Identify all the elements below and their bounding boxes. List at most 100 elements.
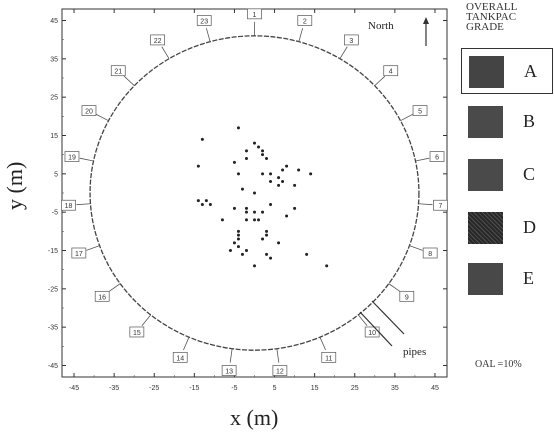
oal-note: OAL =10% — [475, 359, 522, 370]
riser-tick — [183, 336, 190, 351]
riser-label: 20 — [85, 109, 93, 116]
riser-box — [172, 351, 188, 363]
data-point — [232, 160, 236, 164]
riser-label: 15 — [133, 330, 141, 337]
legend-title-line: GRADE — [466, 21, 504, 33]
x-tick-label: -45 — [69, 385, 79, 392]
data-point — [236, 237, 240, 241]
riser-box — [272, 365, 288, 376]
grade-c-swatch — [468, 159, 503, 191]
riser-label: 23 — [200, 18, 208, 25]
legend-item-c: C — [461, 152, 553, 198]
legend-item-a: A — [461, 48, 553, 94]
data-point — [265, 233, 269, 237]
x-tick-label: -25 — [149, 385, 159, 392]
riser-tick — [409, 245, 423, 251]
x-tick-label: 5 — [273, 385, 277, 392]
riser-tick — [161, 46, 170, 59]
riser-box — [399, 290, 415, 302]
riser-box — [110, 65, 126, 77]
legend-label-a: A — [524, 61, 537, 81]
riser-tick — [79, 157, 94, 162]
riser-tick — [86, 245, 100, 251]
riser-tick — [141, 314, 152, 327]
riser-tick — [95, 113, 109, 122]
riser-box — [383, 65, 399, 77]
legend-title-line: OVERALL — [466, 1, 518, 13]
riser-label: 7 — [439, 203, 443, 210]
data-point — [285, 214, 289, 218]
riser-box — [412, 105, 428, 116]
data-point — [240, 187, 244, 191]
x-tick-label: 15 — [311, 385, 319, 392]
legend-title: OVERALL TANKPAC GRADE — [466, 1, 553, 33]
riser-tick — [357, 314, 368, 327]
y-tick-label: 5 — [54, 171, 58, 178]
riser-box — [129, 326, 145, 338]
y-tick-label: 15 — [50, 133, 58, 140]
riser-label: 2 — [303, 18, 307, 25]
data-point — [200, 137, 204, 141]
data-points — [196, 126, 329, 268]
riser-box — [247, 8, 262, 20]
data-point — [236, 245, 240, 249]
legend-title-line: TANKPAC — [466, 11, 517, 23]
data-point — [261, 149, 265, 153]
data-point — [257, 218, 261, 222]
pipe-line — [371, 300, 405, 335]
riser-tick — [229, 348, 233, 363]
riser-box — [150, 34, 165, 46]
riser-box — [429, 151, 445, 162]
data-point — [253, 141, 256, 145]
riser-tick — [108, 283, 121, 293]
data-point — [309, 172, 313, 176]
riser-label: 16 — [98, 294, 106, 301]
data-point — [220, 218, 224, 222]
data-point — [261, 210, 265, 214]
riser-box — [81, 105, 97, 116]
data-point — [208, 203, 212, 206]
y-tick-label: 25 — [50, 95, 58, 102]
riser-tick — [205, 28, 211, 42]
data-point — [228, 249, 232, 252]
data-point — [244, 149, 248, 153]
riser-box — [61, 199, 76, 211]
x-tick-label: 25 — [351, 385, 359, 392]
pipe-line — [359, 311, 393, 347]
riser-box — [433, 199, 448, 211]
riser-tick — [415, 157, 430, 162]
riser-box — [221, 365, 237, 376]
riser-label: 9 — [405, 294, 409, 301]
riser-label: 12 — [276, 368, 284, 375]
grade-a-swatch — [469, 56, 504, 88]
riser-tick — [298, 28, 304, 42]
data-point — [236, 229, 240, 233]
riser-box — [94, 290, 110, 302]
data-point — [325, 264, 329, 268]
pipes-label: pipes — [403, 346, 427, 358]
legend-label-d: D — [523, 217, 536, 237]
legend-item-b: B — [461, 99, 553, 145]
riser-label: 10 — [368, 330, 376, 337]
data-point — [265, 157, 269, 160]
data-point — [277, 176, 281, 180]
y-tick-label: -15 — [48, 248, 58, 255]
legend-label-c: C — [523, 164, 536, 184]
data-point — [244, 157, 248, 160]
data-point — [236, 233, 240, 237]
riser-label: 4 — [389, 69, 393, 76]
data-point — [265, 252, 269, 256]
data-point — [232, 206, 236, 210]
riser-label: 3 — [349, 38, 353, 45]
riser-tick — [276, 348, 280, 363]
data-point — [269, 203, 273, 206]
legend-item-e: E — [461, 256, 553, 302]
north-arrow-head — [423, 17, 429, 24]
north-label: North — [368, 20, 394, 32]
data-point — [281, 168, 285, 172]
riser-box — [64, 151, 80, 162]
data-point — [253, 264, 256, 268]
data-point — [293, 183, 297, 187]
data-point — [196, 164, 200, 168]
